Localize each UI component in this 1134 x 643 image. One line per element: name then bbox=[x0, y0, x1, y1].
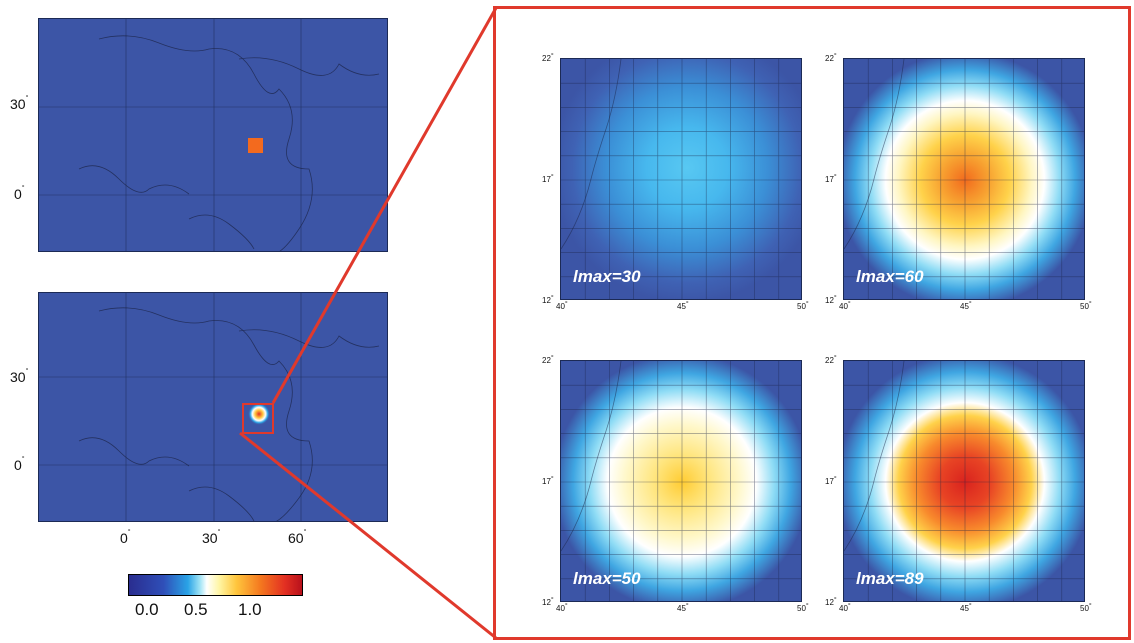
tick-lat-bottom: 12° bbox=[825, 597, 837, 607]
tick-lat-bottom: 12° bbox=[542, 295, 554, 305]
zoom-panel-label: lmax=60 bbox=[856, 267, 924, 286]
zoom-panel-label: lmax=50 bbox=[573, 569, 641, 588]
tick-lon-right: 50° bbox=[797, 603, 809, 613]
colorbar bbox=[128, 574, 303, 596]
tick-lat-top: 22° bbox=[542, 53, 554, 63]
zoom-panel-field bbox=[844, 59, 1084, 299]
tick-lat-mid: 17° bbox=[542, 476, 554, 486]
source-marker bbox=[248, 138, 263, 153]
tick-lat-mid: 17° bbox=[542, 174, 554, 184]
colorbar-label-1: 1.0 bbox=[238, 600, 262, 619]
tick-lat-bottom: 12° bbox=[542, 597, 554, 607]
lat-label-0-top: 0° bbox=[14, 185, 25, 202]
coastlines bbox=[78, 35, 380, 251]
tick-lat-top: 22° bbox=[825, 53, 837, 63]
zoom-panel-1: lmax=30 bbox=[560, 58, 802, 300]
lon-label-0: 0° bbox=[120, 529, 131, 546]
lon-label-60: 60° bbox=[288, 529, 307, 546]
zoom-panel-field bbox=[561, 361, 801, 601]
overview-map-top-graticule bbox=[39, 19, 387, 251]
zoom-frame bbox=[493, 6, 1131, 640]
colorbar-label-05: 0.5 bbox=[184, 600, 208, 619]
tick-lon-left: 40° bbox=[556, 603, 568, 613]
zoom-panel-field bbox=[844, 361, 1084, 601]
zoom-panel-3: lmax=50 bbox=[560, 360, 802, 602]
tick-lon-right: 50° bbox=[1080, 301, 1092, 311]
overview-map-top bbox=[38, 18, 388, 252]
colorbar-label-0: 0.0 bbox=[135, 600, 159, 619]
tick-lon-left: 40° bbox=[556, 301, 568, 311]
zoom-highlight-box bbox=[242, 403, 274, 434]
lon-label-30: 30° bbox=[202, 529, 221, 546]
source-anomaly bbox=[248, 403, 270, 425]
lat-label-30-top: 30° bbox=[10, 95, 29, 112]
tick-lat-bottom: 12° bbox=[825, 295, 837, 305]
tick-lat-mid: 17° bbox=[825, 174, 837, 184]
zoom-panel-field bbox=[561, 59, 801, 299]
zoom-panel-label: lmax=30 bbox=[573, 267, 641, 286]
coastlines bbox=[78, 307, 380, 521]
tick-lon-right: 50° bbox=[1080, 603, 1092, 613]
tick-lat-top: 22° bbox=[542, 355, 554, 365]
tick-lon-mid: 45° bbox=[960, 603, 972, 613]
tick-lon-left: 40° bbox=[839, 603, 851, 613]
lat-label-30-bottom: 30° bbox=[10, 368, 29, 385]
tick-lat-mid: 17° bbox=[825, 476, 837, 486]
overview-map-bottom-graticule bbox=[39, 293, 387, 521]
zoom-panel-4: lmax=89 bbox=[843, 360, 1085, 602]
tick-lon-mid: 45° bbox=[960, 301, 972, 311]
tick-lon-mid: 45° bbox=[677, 603, 689, 613]
lat-label-0-bottom: 0° bbox=[14, 456, 25, 473]
tick-lon-mid: 45° bbox=[677, 301, 689, 311]
tick-lon-left: 40° bbox=[839, 301, 851, 311]
overview-map-bottom bbox=[38, 292, 388, 522]
tick-lon-right: 50° bbox=[797, 301, 809, 311]
tick-lat-top: 22° bbox=[825, 355, 837, 365]
zoom-panel-label: lmax=89 bbox=[856, 569, 924, 588]
zoom-panel-2: lmax=60 bbox=[843, 58, 1085, 300]
